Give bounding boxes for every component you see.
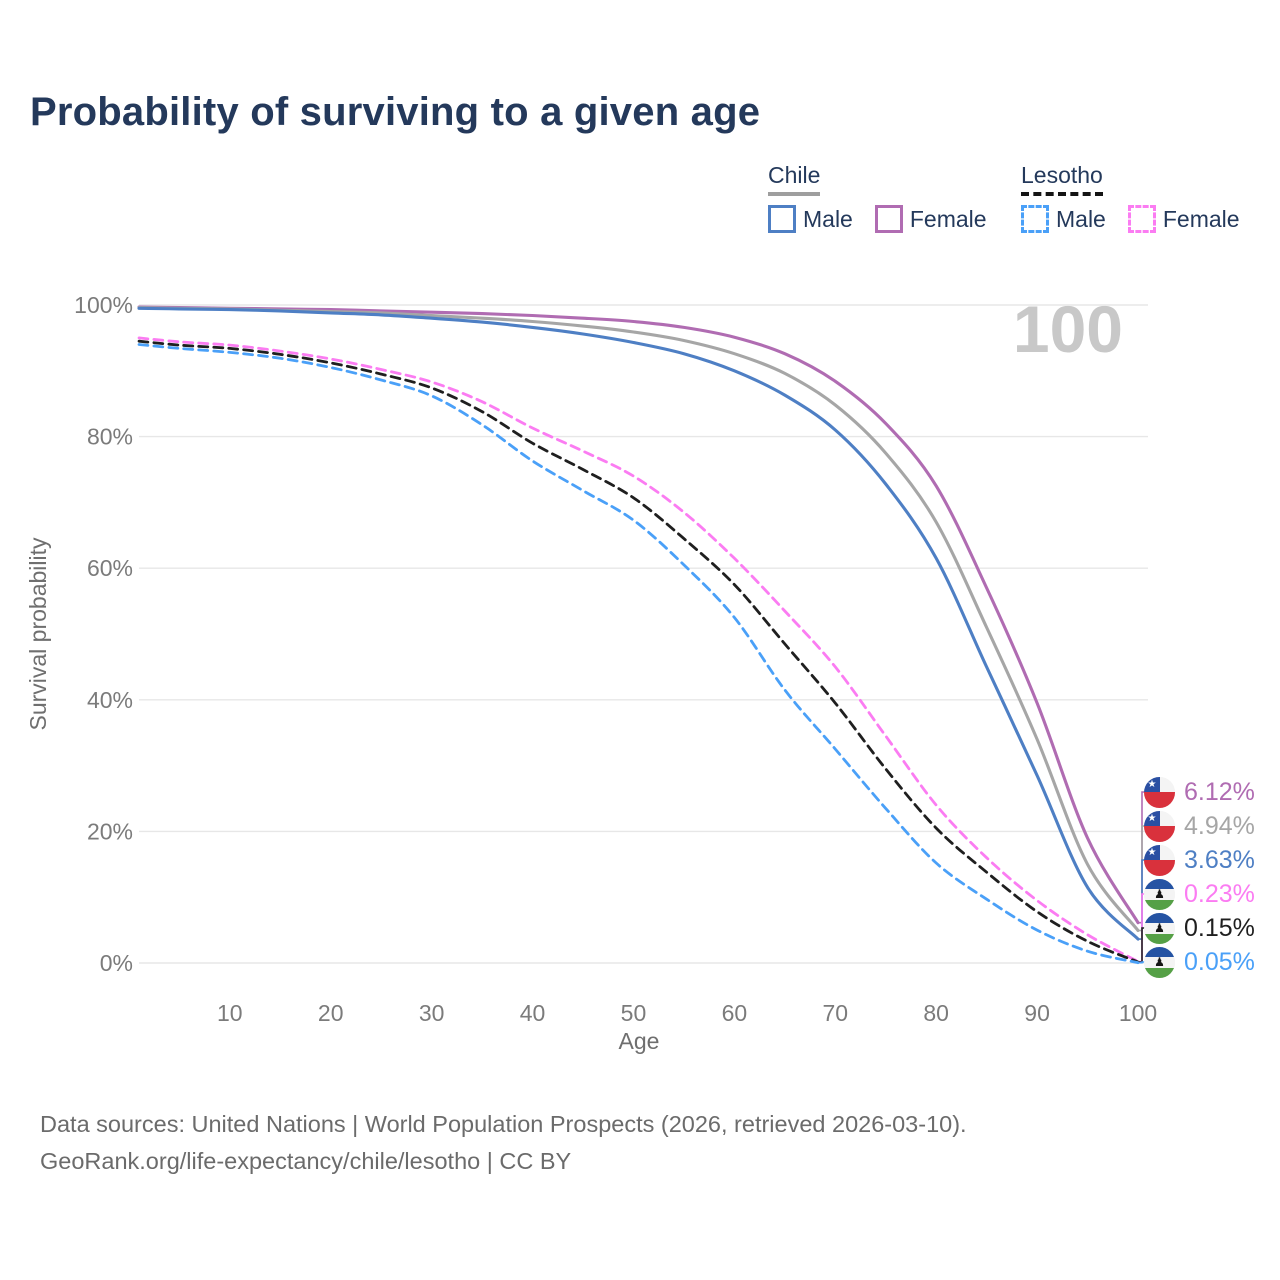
x-tick-60: 60 <box>722 1000 748 1026</box>
x-tick-30: 30 <box>419 1000 445 1026</box>
legend-swatch-lesotho-male[interactable] <box>1021 205 1049 233</box>
end-label-lesotho: ♟ 0.15% <box>1144 912 1255 944</box>
y-tick-80: 80% <box>87 424 133 450</box>
y-tick-0: 0% <box>100 950 133 976</box>
x-tick-40: 40 <box>520 1000 546 1026</box>
legend-items-chile: Male Female <box>768 205 1009 233</box>
end-label-chile: ★ 4.94% <box>1144 810 1255 842</box>
curve-chile <box>137 306 1140 933</box>
x-tick-10: 10 <box>217 1000 243 1026</box>
end-label-lesotho-female: ♟ 0.23% <box>1144 878 1255 910</box>
legend-items-lesotho: Male Female <box>1021 205 1262 233</box>
age-watermark: 100 <box>1012 292 1123 366</box>
y-tick-60: 60% <box>87 555 133 581</box>
footer-attribution: GeoRank.org/life-expectancy/chile/lesoth… <box>40 1148 572 1174</box>
x-tick-50: 50 <box>621 1000 647 1026</box>
legend-label-chile-female[interactable]: Female <box>909 205 987 232</box>
x-tick-100: 100 <box>1119 1000 1157 1026</box>
end-label-lesotho-male: ♟ 0.05% <box>1144 946 1255 978</box>
lesotho-flag-icon: ♟ <box>1144 912 1175 944</box>
curve-lesotho-male <box>137 343 1140 965</box>
gridlines <box>139 304 1148 964</box>
y-tick-40: 40% <box>87 687 133 713</box>
legend-group-lesotho: Lesotho Male Female <box>1021 162 1262 233</box>
footer: Data sources: United Nations | World Pop… <box>40 1106 967 1180</box>
legend-swatch-chile-male[interactable] <box>768 205 796 233</box>
end-value-chile: 4.94% <box>1184 811 1255 840</box>
chile-flag-icon: ★ <box>1144 844 1175 876</box>
chile-flag-icon: ★ <box>1144 776 1175 808</box>
lesotho-flag-icon: ♟ <box>1144 878 1175 910</box>
curve-chile-female <box>137 305 1140 925</box>
chile-flag-icon: ★ <box>1144 810 1175 842</box>
curve-lesotho-female <box>137 336 1140 963</box>
end-label-chile-male: ★ 3.63% <box>1144 844 1255 876</box>
legend-country-chile: Chile <box>768 162 821 196</box>
y-axis-tick-labels: 0% 20% 40% 60% 80% 100% <box>74 292 133 976</box>
end-label-chile-female: ★ 6.12% <box>1144 776 1255 808</box>
x-axis-title: Age <box>619 1028 660 1054</box>
legend-swatch-chile-female[interactable] <box>874 205 903 233</box>
end-value-chile-female: 6.12% <box>1184 777 1255 806</box>
legend-label-chile-male[interactable]: Male <box>803 205 853 232</box>
y-tick-100: 100% <box>74 292 133 318</box>
curve-chile-male <box>137 306 1140 941</box>
footer-data-sources: Data sources: United Nations | World Pop… <box>40 1111 967 1137</box>
end-value-lesotho-male: 0.05% <box>1184 947 1255 976</box>
survival-curves <box>137 305 1140 965</box>
legend-swatch-lesotho-female[interactable] <box>1127 205 1156 233</box>
x-tick-20: 20 <box>318 1000 344 1026</box>
end-value-chile-male: 3.63% <box>1184 845 1255 874</box>
lesotho-flag-icon: ♟ <box>1144 946 1175 978</box>
x-axis-tick-labels: 10 20 30 40 50 60 70 80 90 100 <box>217 1000 1157 1026</box>
curve-lesotho <box>137 339 1140 964</box>
end-value-lesotho: 0.15% <box>1184 913 1255 942</box>
y-tick-20: 20% <box>87 818 133 844</box>
legend-label-lesotho-female[interactable]: Female <box>1162 205 1240 232</box>
legend-label-lesotho-male[interactable]: Male <box>1056 205 1106 232</box>
x-tick-80: 80 <box>923 1000 949 1026</box>
end-value-lesotho-female: 0.23% <box>1184 879 1255 908</box>
x-tick-70: 70 <box>822 1000 848 1026</box>
page-title: Probability of surviving to a given age <box>30 90 761 134</box>
y-axis-title: Survival probability <box>25 537 51 731</box>
legend-country-lesotho: Lesotho <box>1021 162 1103 196</box>
x-tick-90: 90 <box>1024 1000 1050 1026</box>
legend-group-chile: Chile Male Female <box>768 162 1009 233</box>
